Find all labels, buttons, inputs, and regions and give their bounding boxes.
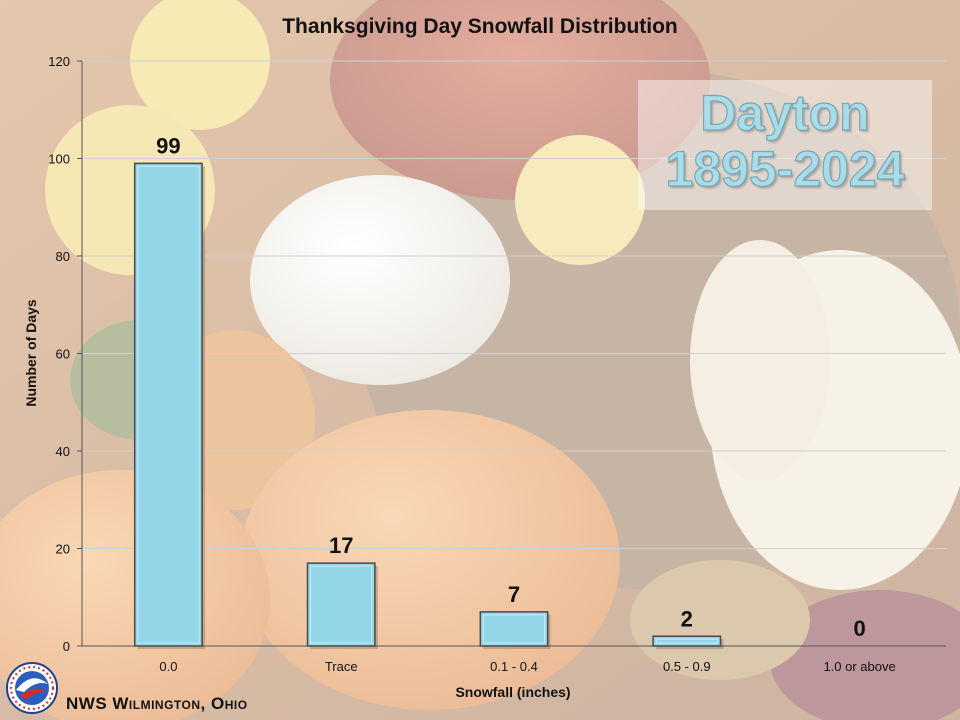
y-tick-label: 0 (63, 639, 70, 654)
bar-bevel (310, 565, 373, 644)
x-tick-label: Trace (325, 659, 358, 674)
y-tick-label: 120 (48, 54, 70, 69)
y-tick-label: 40 (56, 444, 70, 459)
x-tick-label: 0.1 - 0.4 (490, 659, 538, 674)
y-tick-label: 60 (56, 347, 70, 362)
bar-series: 99 17 7 2 0 (133, 133, 866, 649)
organization-name: NWS Wilmington, Ohio (66, 694, 248, 713)
chart-title: Thanksgiving Day Snowfall Distribution (282, 15, 678, 38)
data-label: 17 (329, 533, 353, 558)
y-axis-ticks: 0 20 40 60 80 100 120 (48, 54, 82, 654)
x-axis-label: Snowfall (inches) (455, 684, 570, 700)
y-tick-label: 20 (56, 542, 70, 557)
location-box: Dayton 1895-2024 (638, 80, 932, 210)
gridlines (82, 60, 946, 549)
data-label: 2 (681, 606, 693, 631)
bar-0-5-0-9 (652, 635, 722, 647)
x-tick-label: 0.0 (159, 659, 177, 674)
bar-0-1-0-4 (479, 611, 549, 647)
y-axis-label: Number of Days (23, 299, 39, 407)
y-tick-label: 80 (56, 249, 70, 264)
data-label: 99 (156, 133, 180, 158)
x-axis-ticks: 0.0 Trace 0.1 - 0.4 0.5 - 0.9 1.0 or above (159, 659, 895, 674)
bar-0-0 (133, 162, 203, 647)
bar-bevel (655, 638, 718, 644)
x-tick-label: 0.5 - 0.9 (663, 659, 711, 674)
x-tick-label: 1.0 or above (823, 659, 895, 674)
data-label: 0 (853, 616, 865, 641)
nws-logo-icon (6, 662, 58, 714)
location-years: 1895-2024 (665, 140, 905, 197)
data-label: 7 (508, 582, 520, 607)
y-tick-label: 100 (48, 152, 70, 167)
location-name: Dayton (700, 84, 871, 141)
bar-trace (306, 562, 376, 647)
bar-bevel (137, 165, 200, 644)
bar-bevel (482, 614, 546, 644)
